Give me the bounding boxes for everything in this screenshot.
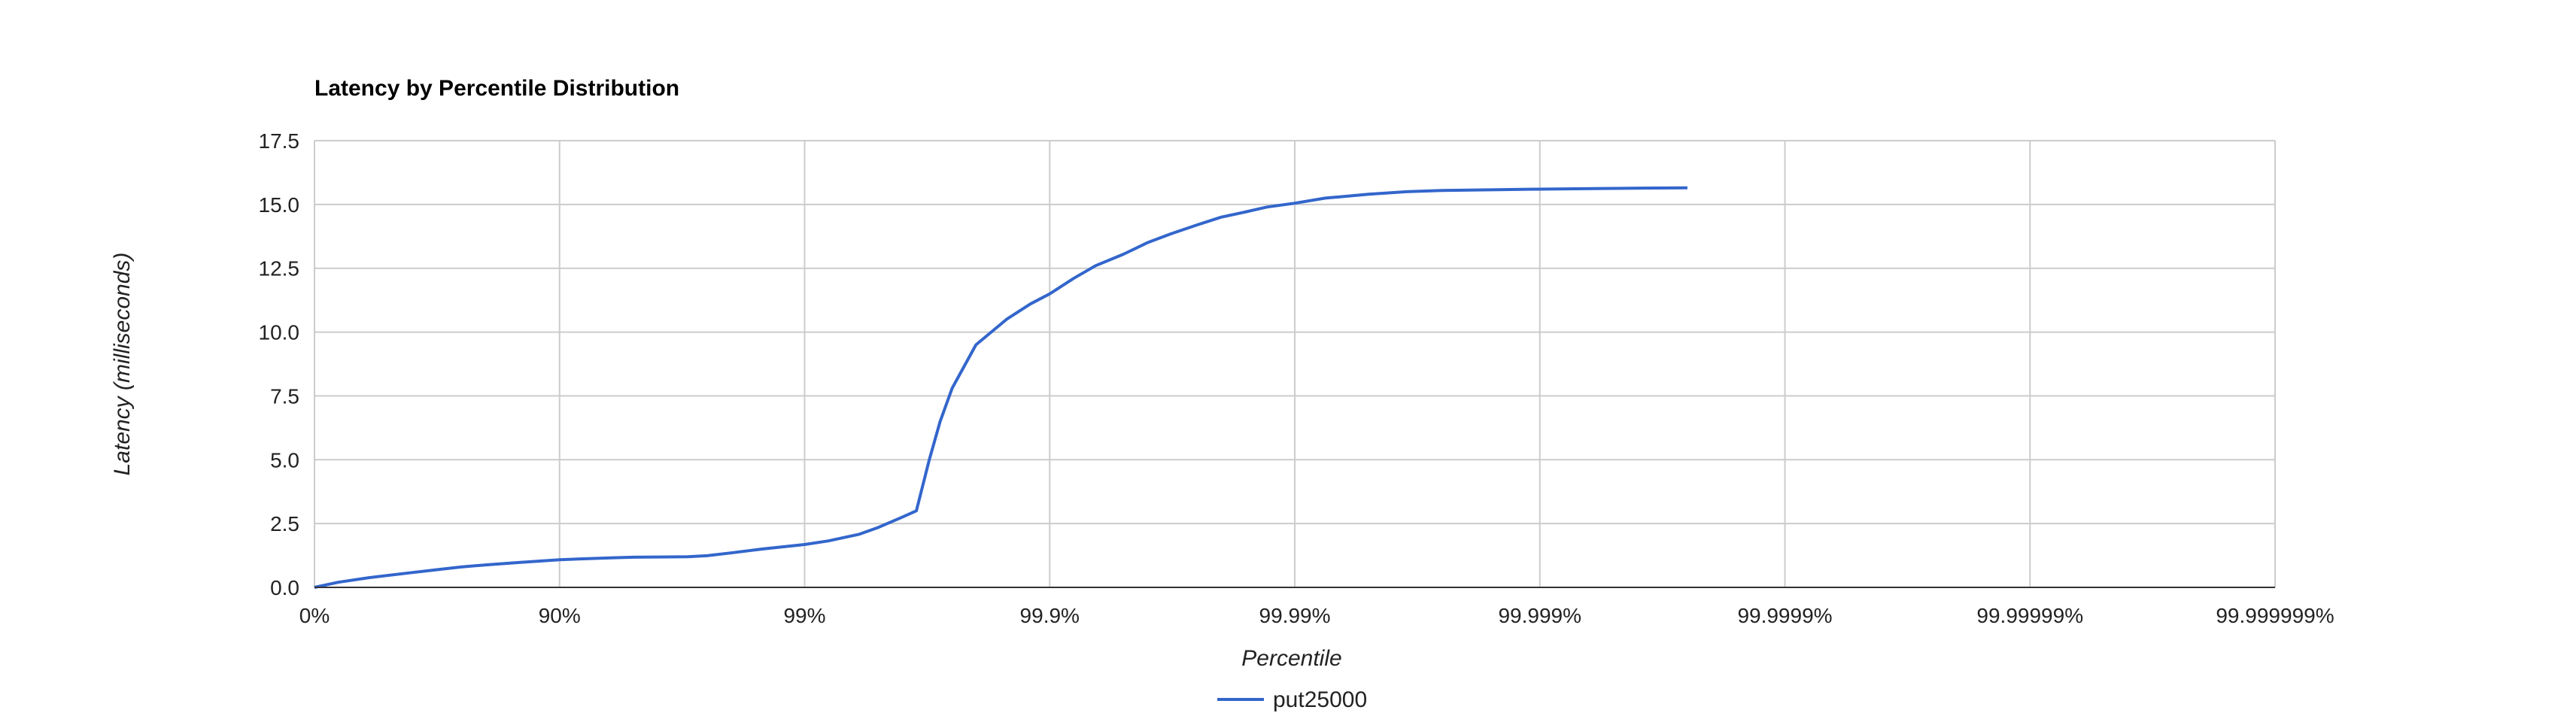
y-tick-label: 7.5 [270, 384, 299, 408]
grid-lines [314, 140, 2276, 587]
x-axis-title: Percentile [1241, 646, 1341, 671]
x-tick-label: 99% [783, 604, 825, 627]
x-tick-label: 99.999% [1498, 604, 1581, 627]
x-tick-label: 99.9999% [1737, 604, 1832, 627]
x-tick-label: 90% [539, 604, 581, 627]
y-tick-label: 12.5 [259, 257, 300, 281]
series-line-put25000 [314, 186, 1687, 589]
y-axis-title: Latency (milliseconds) [110, 253, 135, 476]
y-tick-label: 10.0 [259, 321, 300, 344]
x-tick-label: 0% [299, 604, 330, 627]
x-axis-ticks: 0% 90% 99% 99.9% 99.99% 99.999% 99.9999% 99.999… [299, 604, 2334, 627]
legend: put25000 [1217, 687, 1367, 712]
y-tick-label: 0.0 [270, 576, 299, 599]
y-tick-label: 5.0 [270, 448, 299, 472]
y-tick-label: 17.5 [259, 129, 300, 153]
x-tick-label: 99.99% [1259, 604, 1331, 627]
series-layer [314, 186, 1687, 589]
x-tick-label: 99.999999% [2216, 604, 2334, 627]
chart-title: Latency by Percentile Distribution [314, 76, 679, 101]
y-tick-label: 15.0 [259, 193, 300, 217]
x-tick-label: 99.99999% [1976, 604, 2083, 627]
legend-label-put25000: put25000 [1273, 687, 1367, 712]
y-axis-ticks: 0.0 2.5 5.0 7.5 10.0 12.5 15.0 17.5 [259, 129, 300, 599]
x-tick-label: 99.9% [1020, 604, 1080, 627]
y-tick-label: 2.5 [270, 512, 299, 535]
